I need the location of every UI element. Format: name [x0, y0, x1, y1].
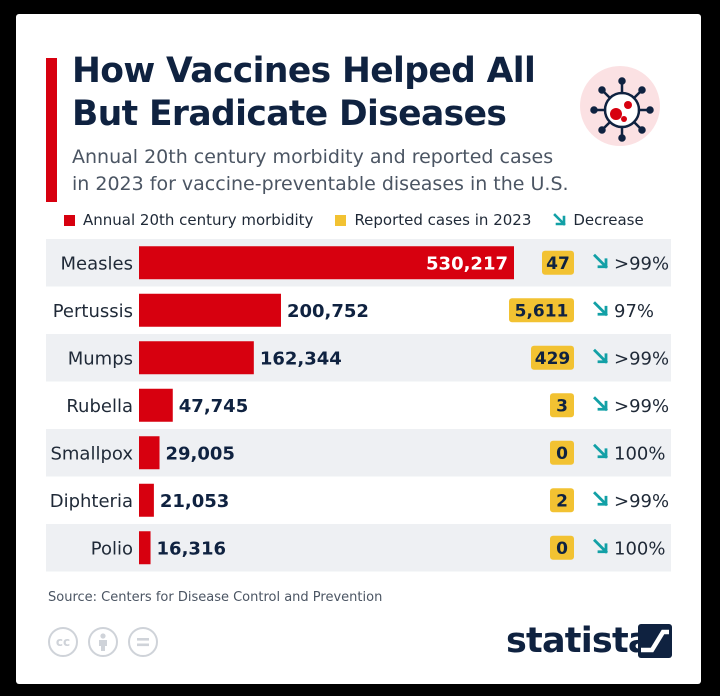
- reported-value-label: 47: [546, 254, 570, 274]
- title-line-1: How Vaccines Helped All: [72, 51, 536, 91]
- legend-item-reported: Reported cases in 2023: [335, 211, 531, 229]
- decrease-percent-label: 100%: [614, 443, 665, 464]
- morbidity-value-label: 47,745: [179, 396, 248, 417]
- decrease-percent-label: 97%: [614, 301, 654, 322]
- category-label: Diphteria: [50, 491, 133, 512]
- morbidity-value-label: 200,752: [287, 301, 369, 322]
- chart-legend: Annual 20th century morbidity Reported c…: [64, 210, 666, 230]
- brand-name: statista: [506, 621, 652, 661]
- morbidity-value-label: 162,344: [260, 348, 342, 369]
- legend-swatch-red: [64, 214, 75, 226]
- reported-badge: [550, 535, 574, 560]
- decrease-percent-label: 100%: [614, 538, 665, 559]
- morbidity-bar: [139, 293, 281, 327]
- decrease-arrow-icon: [593, 396, 608, 412]
- category-label: Rubella: [66, 396, 133, 417]
- category-label: Mumps: [68, 348, 133, 369]
- cc-license-icon: cc: [48, 627, 78, 657]
- category-label: Polio: [91, 538, 133, 559]
- reported-badge: [550, 393, 574, 418]
- reported-value-label: 429: [535, 349, 571, 369]
- bar-chart: Measles 530,217 47 >99% Pertussis 200,752 5,61…: [46, 239, 671, 572]
- title-accent-bar: [46, 58, 57, 202]
- reported-value-label: 5,611: [515, 301, 569, 321]
- decrease-arrow-icon: [593, 253, 608, 269]
- no-derivatives-icon: [128, 627, 158, 657]
- decrease-arrow-icon: [593, 301, 608, 317]
- decrease-percent-label: >99%: [614, 396, 669, 417]
- reported-badge: [531, 345, 574, 370]
- decrease-arrow-icon: [593, 443, 608, 459]
- decrease-arrow-icon: [593, 538, 608, 554]
- legend-label-decrease: Decrease: [573, 211, 644, 229]
- reported-value-label: 0: [556, 444, 568, 464]
- reported-value-label: 2: [556, 491, 568, 511]
- morbidity-bar: [139, 531, 151, 565]
- category-label: Measles: [61, 253, 133, 274]
- category-label: Pertussis: [53, 301, 133, 322]
- morbidity-bar: [139, 341, 254, 375]
- legend-label-reported: Reported cases in 2023: [354, 211, 532, 229]
- subtitle-line-1: Annual 20th century morbidity and report…: [72, 146, 554, 168]
- virus-icon: [580, 66, 660, 146]
- decrease-percent-label: >99%: [614, 253, 669, 274]
- infographic-card: How Vaccines Helped All But Eradicate Di…: [16, 14, 701, 684]
- legend-label-morbidity: Annual 20th century morbidity: [83, 211, 314, 229]
- statista-mark-icon: [638, 624, 672, 658]
- statista-logo: statista: [506, 618, 676, 664]
- reported-value-label: 3: [556, 396, 568, 416]
- attribution-icon: [88, 627, 118, 657]
- reported-value-label: 0: [556, 539, 568, 559]
- morbidity-bar: [139, 388, 173, 422]
- reported-badge: [550, 440, 574, 465]
- legend-item-decrease: Decrease: [553, 211, 644, 229]
- morbidity-value-label: 21,053: [160, 491, 229, 512]
- chart-title: How Vaccines Helped All But Eradicate Di…: [72, 50, 536, 136]
- decrease-arrow-icon: [553, 213, 567, 226]
- morbidity-value-label: 530,217: [426, 253, 508, 274]
- decrease-percent-label: >99%: [614, 491, 669, 512]
- category-label: Smallpox: [50, 443, 133, 464]
- reported-badge: [550, 488, 574, 513]
- morbidity-value-label: 16,316: [157, 538, 226, 559]
- chart-subtitle: Annual 20th century morbidity and report…: [72, 144, 569, 198]
- morbidity-bar: [139, 483, 154, 517]
- decrease-arrow-icon: [593, 491, 608, 507]
- decrease-percent-label: >99%: [614, 348, 669, 369]
- reported-badge: [542, 250, 574, 275]
- source-note: Source: Centers for Disease Control and …: [48, 590, 383, 605]
- subtitle-line-2: in 2023 for vaccine-preventable diseases…: [72, 173, 569, 195]
- reported-badge: [509, 298, 574, 323]
- morbidity-value-label: 29,005: [166, 443, 235, 464]
- morbidity-bar: [139, 436, 160, 470]
- title-line-2: But Eradicate Diseases: [72, 94, 507, 134]
- legend-item-morbidity: Annual 20th century morbidity: [64, 211, 313, 229]
- legend-swatch-yellow: [335, 214, 347, 226]
- decrease-arrow-icon: [593, 348, 608, 364]
- morbidity-bar: [139, 246, 514, 280]
- cc-label: cc: [55, 635, 71, 649]
